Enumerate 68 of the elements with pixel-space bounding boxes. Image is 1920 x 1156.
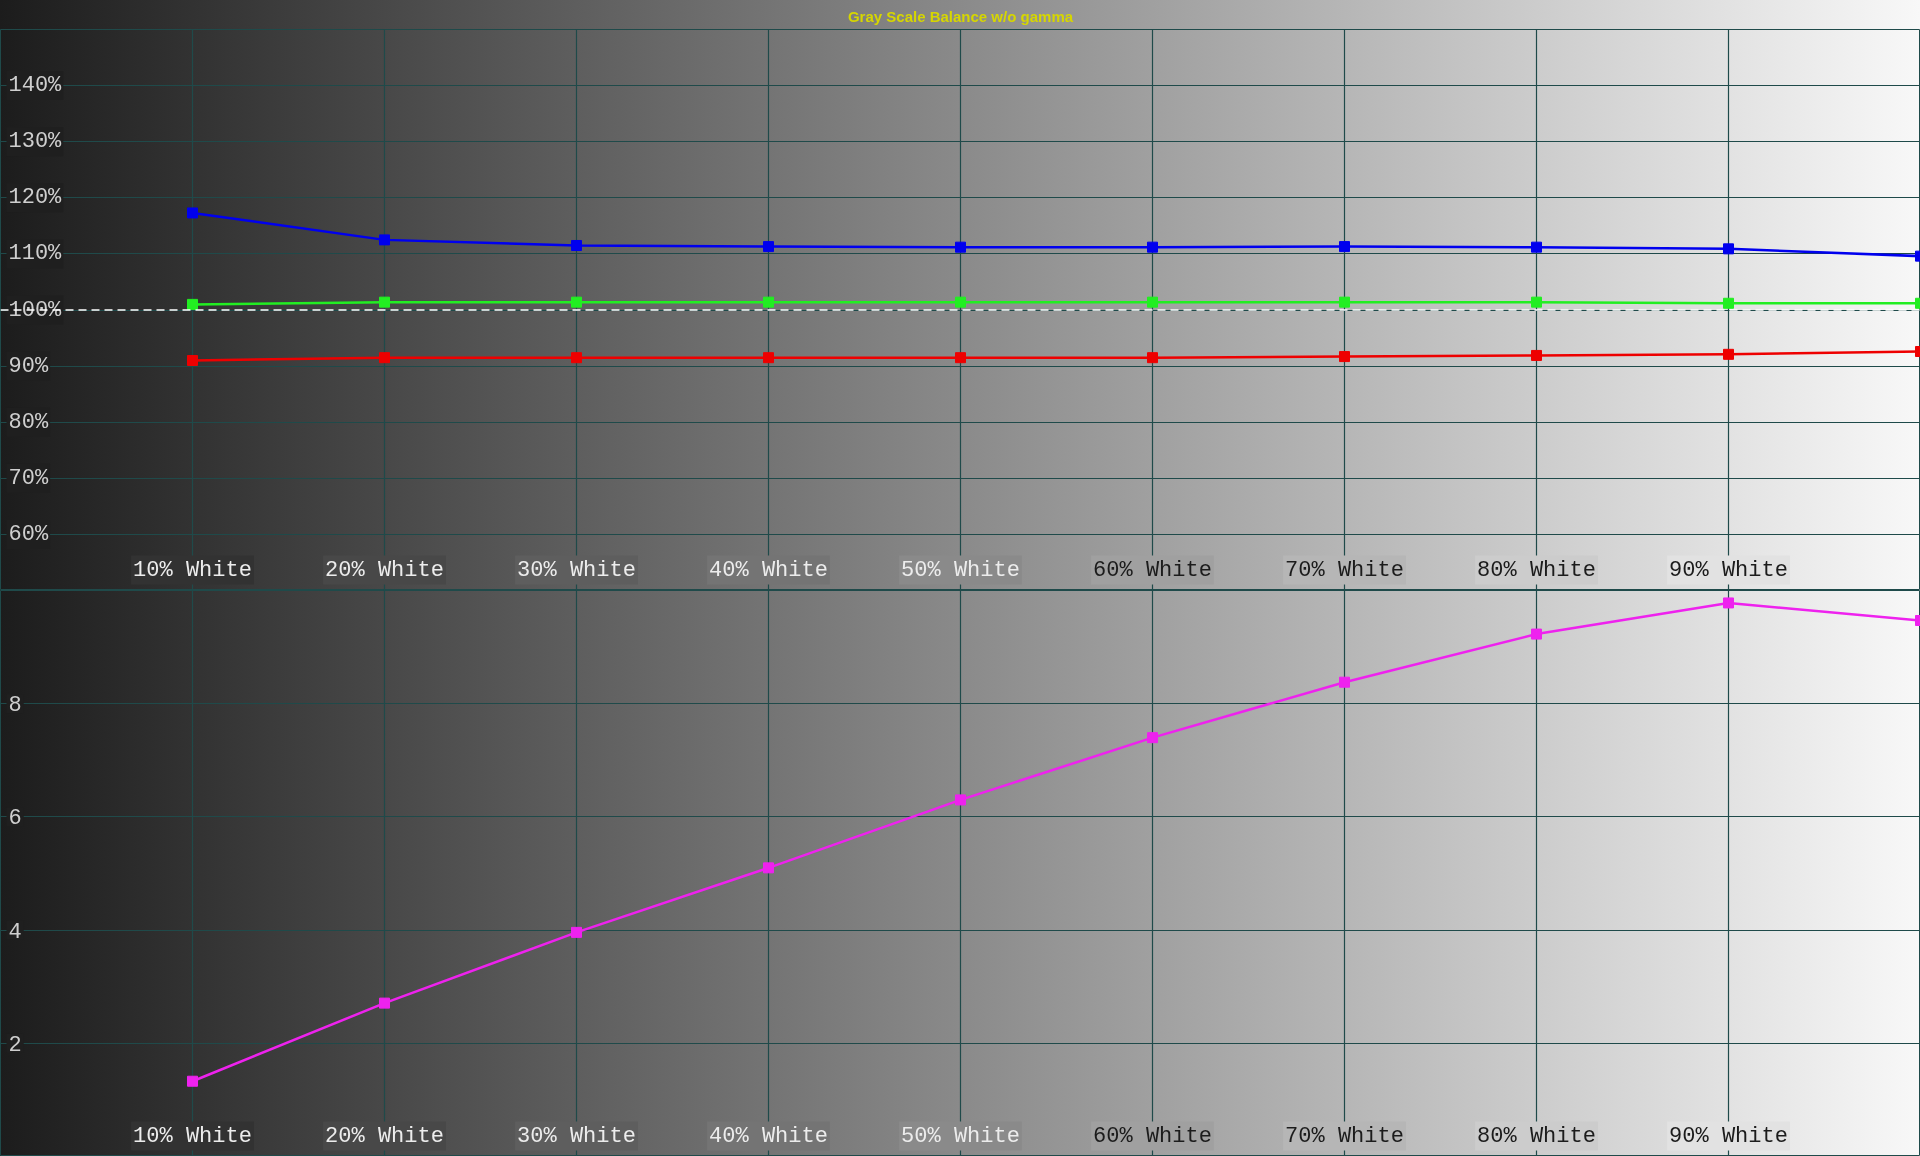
- y-tick-label: 140%: [8, 73, 63, 99]
- point: [1147, 241, 1158, 253]
- point: [1147, 296, 1158, 308]
- point: [763, 352, 774, 364]
- y-tick-label: 60%: [8, 521, 49, 547]
- x-tick-label: 70% White: [1285, 557, 1404, 583]
- x-tick-label: 40% White: [709, 557, 828, 583]
- y-tick-label: 70%: [8, 465, 49, 491]
- y-tick-label: 130%: [8, 129, 63, 155]
- chart-title: Gray Scale Balance w/o gamma: [847, 7, 1074, 25]
- point: [955, 794, 966, 806]
- point: [1147, 352, 1158, 364]
- point: [1723, 597, 1734, 609]
- y-tick-label: 8: [8, 693, 22, 719]
- point: [1531, 349, 1542, 361]
- point: [571, 296, 582, 308]
- x-tick-label: 20% White: [325, 557, 444, 583]
- x-tick-label: 50% White: [901, 557, 1020, 583]
- y-tick-label: 4: [8, 919, 22, 945]
- x-tick-label: 20% White: [325, 1123, 444, 1149]
- point: [955, 352, 966, 364]
- point: [571, 352, 582, 364]
- x-tick-label: 10% White: [133, 557, 252, 583]
- x-tick-label: 40% White: [709, 1123, 828, 1149]
- point: [1339, 296, 1350, 308]
- point: [763, 241, 774, 253]
- x-tick-label: 90% White: [1669, 1123, 1788, 1149]
- x-tick-label: 10% White: [133, 1123, 252, 1149]
- point: [1339, 241, 1350, 253]
- point: [379, 296, 390, 308]
- point: [187, 207, 198, 219]
- x-tick-label: 80% White: [1477, 1123, 1596, 1149]
- x-tick-label: 30% White: [517, 557, 636, 583]
- point: [1339, 676, 1350, 688]
- x-tick-label: 60% White: [1093, 557, 1212, 583]
- point: [379, 997, 390, 1009]
- point: [1723, 297, 1734, 309]
- y-tick-label: 90%: [8, 353, 49, 379]
- x-tick-label: 90% White: [1669, 557, 1788, 583]
- point: [187, 354, 198, 366]
- point: [379, 234, 390, 246]
- point: [1723, 243, 1734, 255]
- y-tick-label: 2: [8, 1032, 22, 1058]
- point: [187, 298, 198, 310]
- y-tick-label: 100%: [8, 297, 63, 323]
- point: [1531, 296, 1542, 308]
- point: [955, 296, 966, 308]
- y-tick-label: 120%: [8, 185, 63, 211]
- point: [763, 296, 774, 308]
- point: [1339, 351, 1350, 363]
- point: [1531, 241, 1542, 253]
- y-tick-label: 6: [8, 806, 22, 832]
- x-tick-label: 60% White: [1093, 1123, 1212, 1149]
- point: [1147, 732, 1158, 744]
- y-tick-label: 80%: [8, 409, 49, 435]
- point: [187, 1075, 198, 1087]
- x-tick-label: 50% White: [901, 1123, 1020, 1149]
- point: [571, 239, 582, 251]
- point: [379, 352, 390, 364]
- y-tick-label: 110%: [8, 241, 63, 267]
- point: [1531, 628, 1542, 640]
- point: [1723, 348, 1734, 360]
- point: [955, 241, 966, 253]
- x-tick-label: 30% White: [517, 1123, 636, 1149]
- x-tick-label: 70% White: [1285, 1123, 1404, 1149]
- point: [763, 862, 774, 874]
- point: [571, 926, 582, 938]
- x-tick-label: 80% White: [1477, 557, 1596, 583]
